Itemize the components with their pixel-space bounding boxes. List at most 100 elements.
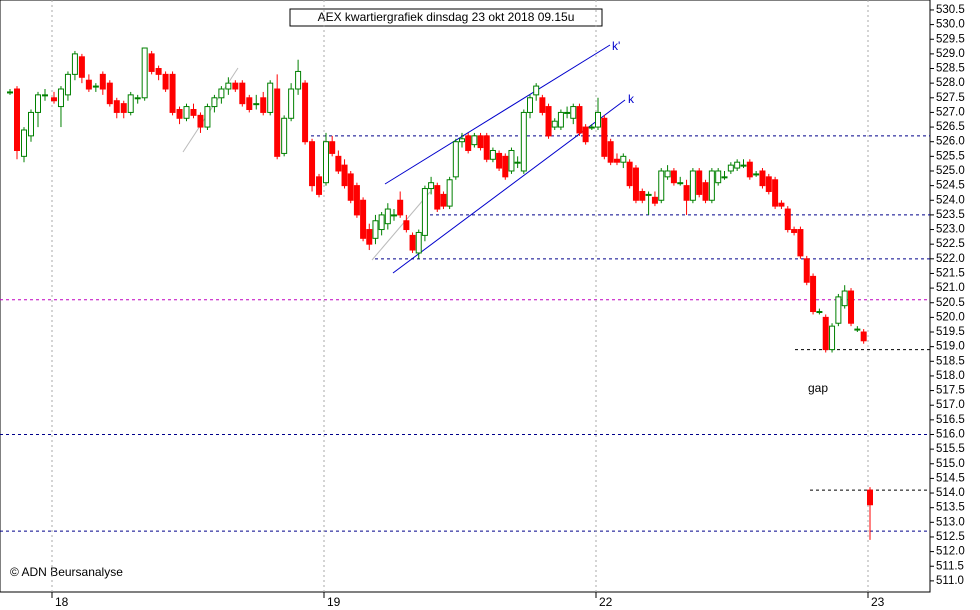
candle-body [483,135,490,160]
candle-body [601,117,608,157]
candle-body [564,111,571,114]
y-tick-label: 517.0 [936,399,965,411]
candle-body [232,82,239,90]
y-tick-label: 516.0 [936,429,965,441]
candle-body [727,164,734,172]
candle-body [21,129,27,157]
candle-body [759,170,766,187]
candle-body [329,141,336,154]
title-box [289,8,603,27]
candle-body [120,103,127,113]
candle-body [71,53,78,75]
candle-body [190,108,197,116]
annotation: gap [808,381,828,395]
candle-body [489,149,496,160]
candle-body [169,73,176,113]
candle-body [595,111,601,128]
candle-body [639,190,646,201]
candle-body [778,202,785,207]
candle-body [533,85,540,96]
candle-body [323,141,329,184]
channel-line [371,191,431,261]
candle-body [51,97,57,102]
candle-body [64,73,71,96]
trend-line [384,44,611,185]
candle-body [508,149,515,172]
y-tick-label: 528.5 [936,63,965,75]
y-tick-label: 527.0 [936,106,965,118]
y-tick-label: 512.5 [936,531,965,543]
candle-body [753,173,760,176]
candle-body [85,79,92,90]
plot-frame [0,0,931,593]
candle-body [822,316,829,351]
candle-body [696,170,703,195]
candle-body [632,167,639,201]
candle-body [106,82,113,105]
candle-body [626,161,633,187]
chart-title: AEX kwartiergrafiek dinsdag 23 okt 2018 … [318,10,575,24]
candle-body [127,94,134,113]
y-tick-label: 522.5 [936,238,965,250]
candle-body [204,106,211,128]
candle-body [670,170,677,184]
candle-body [689,170,696,201]
y-tick-label: 517.5 [936,385,965,397]
candle-body [677,182,684,185]
candle-body [274,88,281,157]
candle-body [514,161,521,164]
candle-body [715,170,722,184]
candle-body [797,229,804,257]
candle-body [746,161,753,178]
candle-body [347,173,354,201]
y-tick-label: 512.0 [936,546,965,558]
candle-body [708,170,715,201]
y-tick-label: 521.0 [936,282,965,294]
candle-body [302,82,309,143]
candle-body [397,199,404,216]
y-tick-label: 523.5 [936,209,965,221]
candle-body [162,73,169,90]
y-tick-label: 526.0 [936,136,965,148]
candle-body [197,114,204,128]
candle-body [557,111,564,128]
y-tick-label: 518.0 [936,370,965,382]
candle-body [502,155,509,178]
candle-body [582,126,589,143]
candle-body [421,188,428,236]
y-tick-label: 514.5 [936,472,965,484]
candle-body [784,208,791,231]
y-tick-label: 527.5 [936,92,965,104]
candle-body [260,97,267,113]
candle-body [765,176,772,192]
y-tick-label: 530.0 [936,19,965,31]
y-tick-label: 514.0 [936,487,965,499]
candle-body [607,141,614,163]
y-tick-label: 515.5 [936,443,965,455]
candle-body [335,155,342,172]
candle-body [309,141,316,187]
candle-body [295,70,302,90]
candle-body [218,88,225,99]
candle-body [141,47,148,99]
y-tick-label: 516.5 [936,414,965,426]
candle-body [360,199,367,239]
candle-body [658,170,665,201]
y-tick-label: 519.5 [936,326,965,338]
y-tick-label: 529.5 [936,33,965,45]
candle-body [854,328,861,331]
candle-body [867,489,873,506]
candle-body [477,135,484,149]
candle-body [316,176,323,195]
candle-body [721,176,728,179]
candle-body [353,185,360,216]
candle-body [465,135,472,151]
candle-body [415,231,422,254]
candle-body [434,185,441,210]
y-tick-label: 520.5 [936,297,965,309]
candle-body [588,126,595,129]
candle-body [772,179,779,207]
candle-body [155,68,162,75]
candle-body [113,100,120,113]
